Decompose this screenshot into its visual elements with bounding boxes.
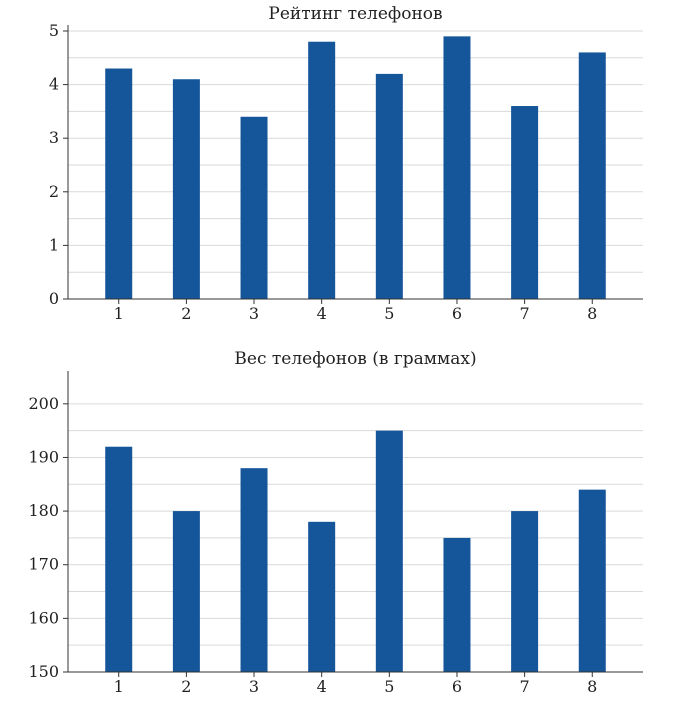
bar-2 bbox=[172, 511, 200, 672]
x-tick-label: 1 bbox=[114, 304, 124, 323]
y-tick-label: 150 bbox=[28, 662, 59, 681]
x-tick-label: 3 bbox=[249, 304, 259, 323]
bar-2 bbox=[172, 79, 200, 300]
y-tick-label: 4 bbox=[49, 75, 59, 94]
y-tick-label: 190 bbox=[28, 447, 59, 466]
y-tick-label: 170 bbox=[28, 555, 59, 574]
x-tick-label: 6 bbox=[452, 304, 462, 323]
bar-5 bbox=[375, 73, 403, 299]
chart-panel-1: 0 1 2 3 4 5 1 2 3 4 5 6 7 8 Рейтинг телефонов bbox=[49, 4, 643, 323]
bar-7 bbox=[511, 106, 539, 299]
x-tick-label: 7 bbox=[520, 304, 530, 323]
bar-6 bbox=[443, 537, 471, 672]
bar-1 bbox=[105, 68, 133, 300]
bar-3 bbox=[240, 116, 268, 299]
x-tick-label: 8 bbox=[587, 677, 597, 696]
x-tick-label: 8 bbox=[587, 304, 597, 323]
y-tick-label: 5 bbox=[49, 21, 59, 40]
y-tick-label: 160 bbox=[28, 608, 59, 627]
x-tick-label: 2 bbox=[181, 677, 191, 696]
x-tick-label: 6 bbox=[452, 677, 462, 696]
x-tick-label: 3 bbox=[249, 677, 259, 696]
bar-5 bbox=[375, 430, 403, 672]
y-tick-label: 0 bbox=[49, 289, 59, 308]
chart-title: Вес телефонов (в граммах) bbox=[234, 349, 476, 369]
bar-1 bbox=[105, 446, 133, 672]
x-tick-label: 1 bbox=[114, 677, 124, 696]
x-tick-label: 4 bbox=[317, 304, 327, 323]
y-tick-label: 3 bbox=[49, 128, 59, 147]
bar-7 bbox=[511, 511, 539, 672]
y-tick-label: 180 bbox=[28, 501, 59, 520]
bar-8 bbox=[578, 52, 606, 299]
x-tick-label: 5 bbox=[384, 677, 394, 696]
x-tick-label: 2 bbox=[181, 304, 191, 323]
bar-4 bbox=[308, 521, 336, 672]
chart-panel-2: 150 160 170 180 190 200 1 2 3 4 5 6 7 8 Вес телефонов … bbox=[28, 349, 643, 696]
bar-4 bbox=[308, 41, 336, 299]
y-tick-label: 2 bbox=[49, 182, 59, 201]
y-tick-label: 1 bbox=[49, 235, 59, 254]
x-tick-label: 5 bbox=[384, 304, 394, 323]
bar-3 bbox=[240, 468, 268, 672]
chart-title: Рейтинг телефонов bbox=[268, 4, 442, 24]
bar-8 bbox=[578, 489, 606, 672]
bar-6 bbox=[443, 36, 471, 300]
x-tick-label: 4 bbox=[317, 677, 327, 696]
y-tick-label: 200 bbox=[28, 394, 59, 413]
x-tick-label: 7 bbox=[520, 677, 530, 696]
